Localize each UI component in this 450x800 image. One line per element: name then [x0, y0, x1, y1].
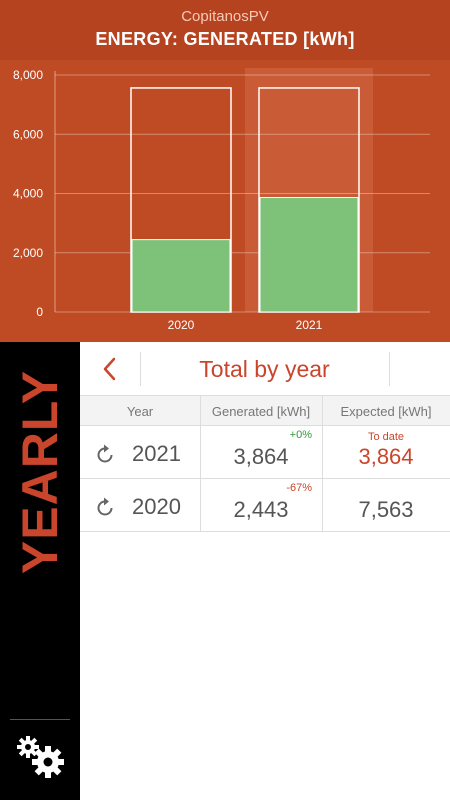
refresh-icon[interactable] [94, 444, 116, 466]
generated-bar-2021 [259, 197, 359, 313]
change-percent: +0% [289, 429, 312, 441]
screen-title: ENERGY: GENERATED [kWh] [95, 29, 355, 49]
energy-chart: 0 2,000 4,000 6,000 8,000 2020 2021 [0, 60, 450, 342]
table-row[interactable]: 2020 -67% 2,443 7,563 [80, 479, 450, 532]
table-header: Year Generated [kWh] Expected [kWh] [80, 396, 450, 426]
settings-button[interactable] [14, 734, 70, 780]
chevron-left-icon [103, 357, 116, 381]
app-header: CopitanosPV ENERGY: GENERATED [kWh] [0, 0, 450, 60]
generated-value: 2,443 [233, 497, 289, 522]
expected-label: To date [367, 431, 405, 443]
main-panel: Total by year Year Generated [kWh] Expec… [80, 342, 450, 800]
topbar-separator [140, 352, 141, 386]
y-tick-label: 2,000 [13, 246, 43, 260]
app-name: CopitanosPV [181, 8, 269, 25]
x-tick-label-2021: 2021 [296, 318, 323, 332]
column-header-expected: Expected [kWh] [340, 404, 432, 419]
back-button[interactable] [98, 356, 122, 382]
column-header-year: Year [126, 404, 154, 419]
expected-value: 7,563 [358, 497, 414, 522]
sidebar: YEARLY [0, 342, 80, 800]
topbar-separator [389, 352, 390, 386]
generated-value: 3,864 [233, 444, 289, 469]
refresh-icon[interactable] [94, 497, 116, 519]
expected-value: 3,864 [358, 444, 414, 469]
generated-bar-2020 [131, 239, 231, 313]
y-tick-label: 6,000 [13, 127, 43, 141]
year-cell: 2021 [132, 441, 181, 466]
change-percent: -67% [286, 482, 312, 494]
x-tick-label-2020: 2020 [168, 318, 195, 332]
gears-icon [17, 736, 64, 778]
column-header-generated: Generated [kWh] [211, 404, 311, 419]
column-divider [322, 396, 323, 532]
y-tick-label: 4,000 [13, 187, 43, 201]
column-divider [200, 396, 201, 532]
y-tick-label: 8,000 [13, 68, 43, 82]
sidebar-divider [10, 719, 70, 720]
chart-svg: 0 2,000 4,000 6,000 8,000 2020 2021 [13, 68, 430, 332]
y-tick-label: 0 [36, 305, 43, 319]
topbar-title: Total by year [199, 356, 330, 382]
topbar: Total by year [80, 342, 450, 396]
year-cell: 2020 [132, 494, 181, 519]
period-label: YEARLY [12, 369, 68, 575]
table-row[interactable]: 2021 +0% 3,864 To date 3,864 [80, 426, 450, 479]
